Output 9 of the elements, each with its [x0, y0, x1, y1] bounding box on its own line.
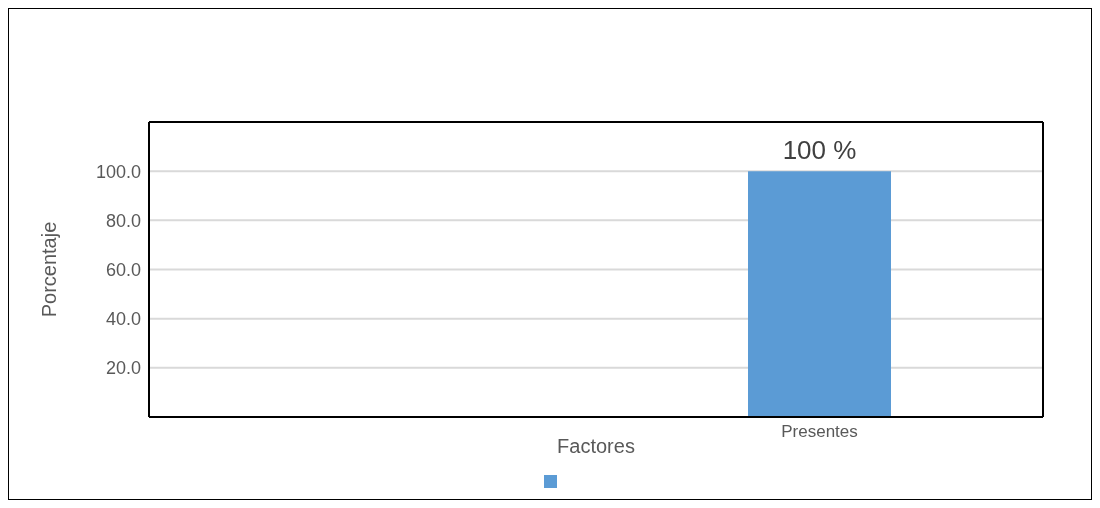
y-tick-label: 20.0 [105, 358, 141, 379]
x-axis-title: Factores [557, 435, 635, 458]
y-tick-label: 40.0 [105, 309, 141, 330]
data-label: 100 % [782, 135, 857, 166]
y-axis-title: Porcentaje [38, 221, 61, 318]
x-tick-label: Presentes [781, 422, 858, 442]
y-tick-label: 60.0 [105, 259, 141, 280]
y-tick-label: 100.0 [95, 161, 141, 182]
y-tick-label: 80.0 [105, 210, 141, 231]
